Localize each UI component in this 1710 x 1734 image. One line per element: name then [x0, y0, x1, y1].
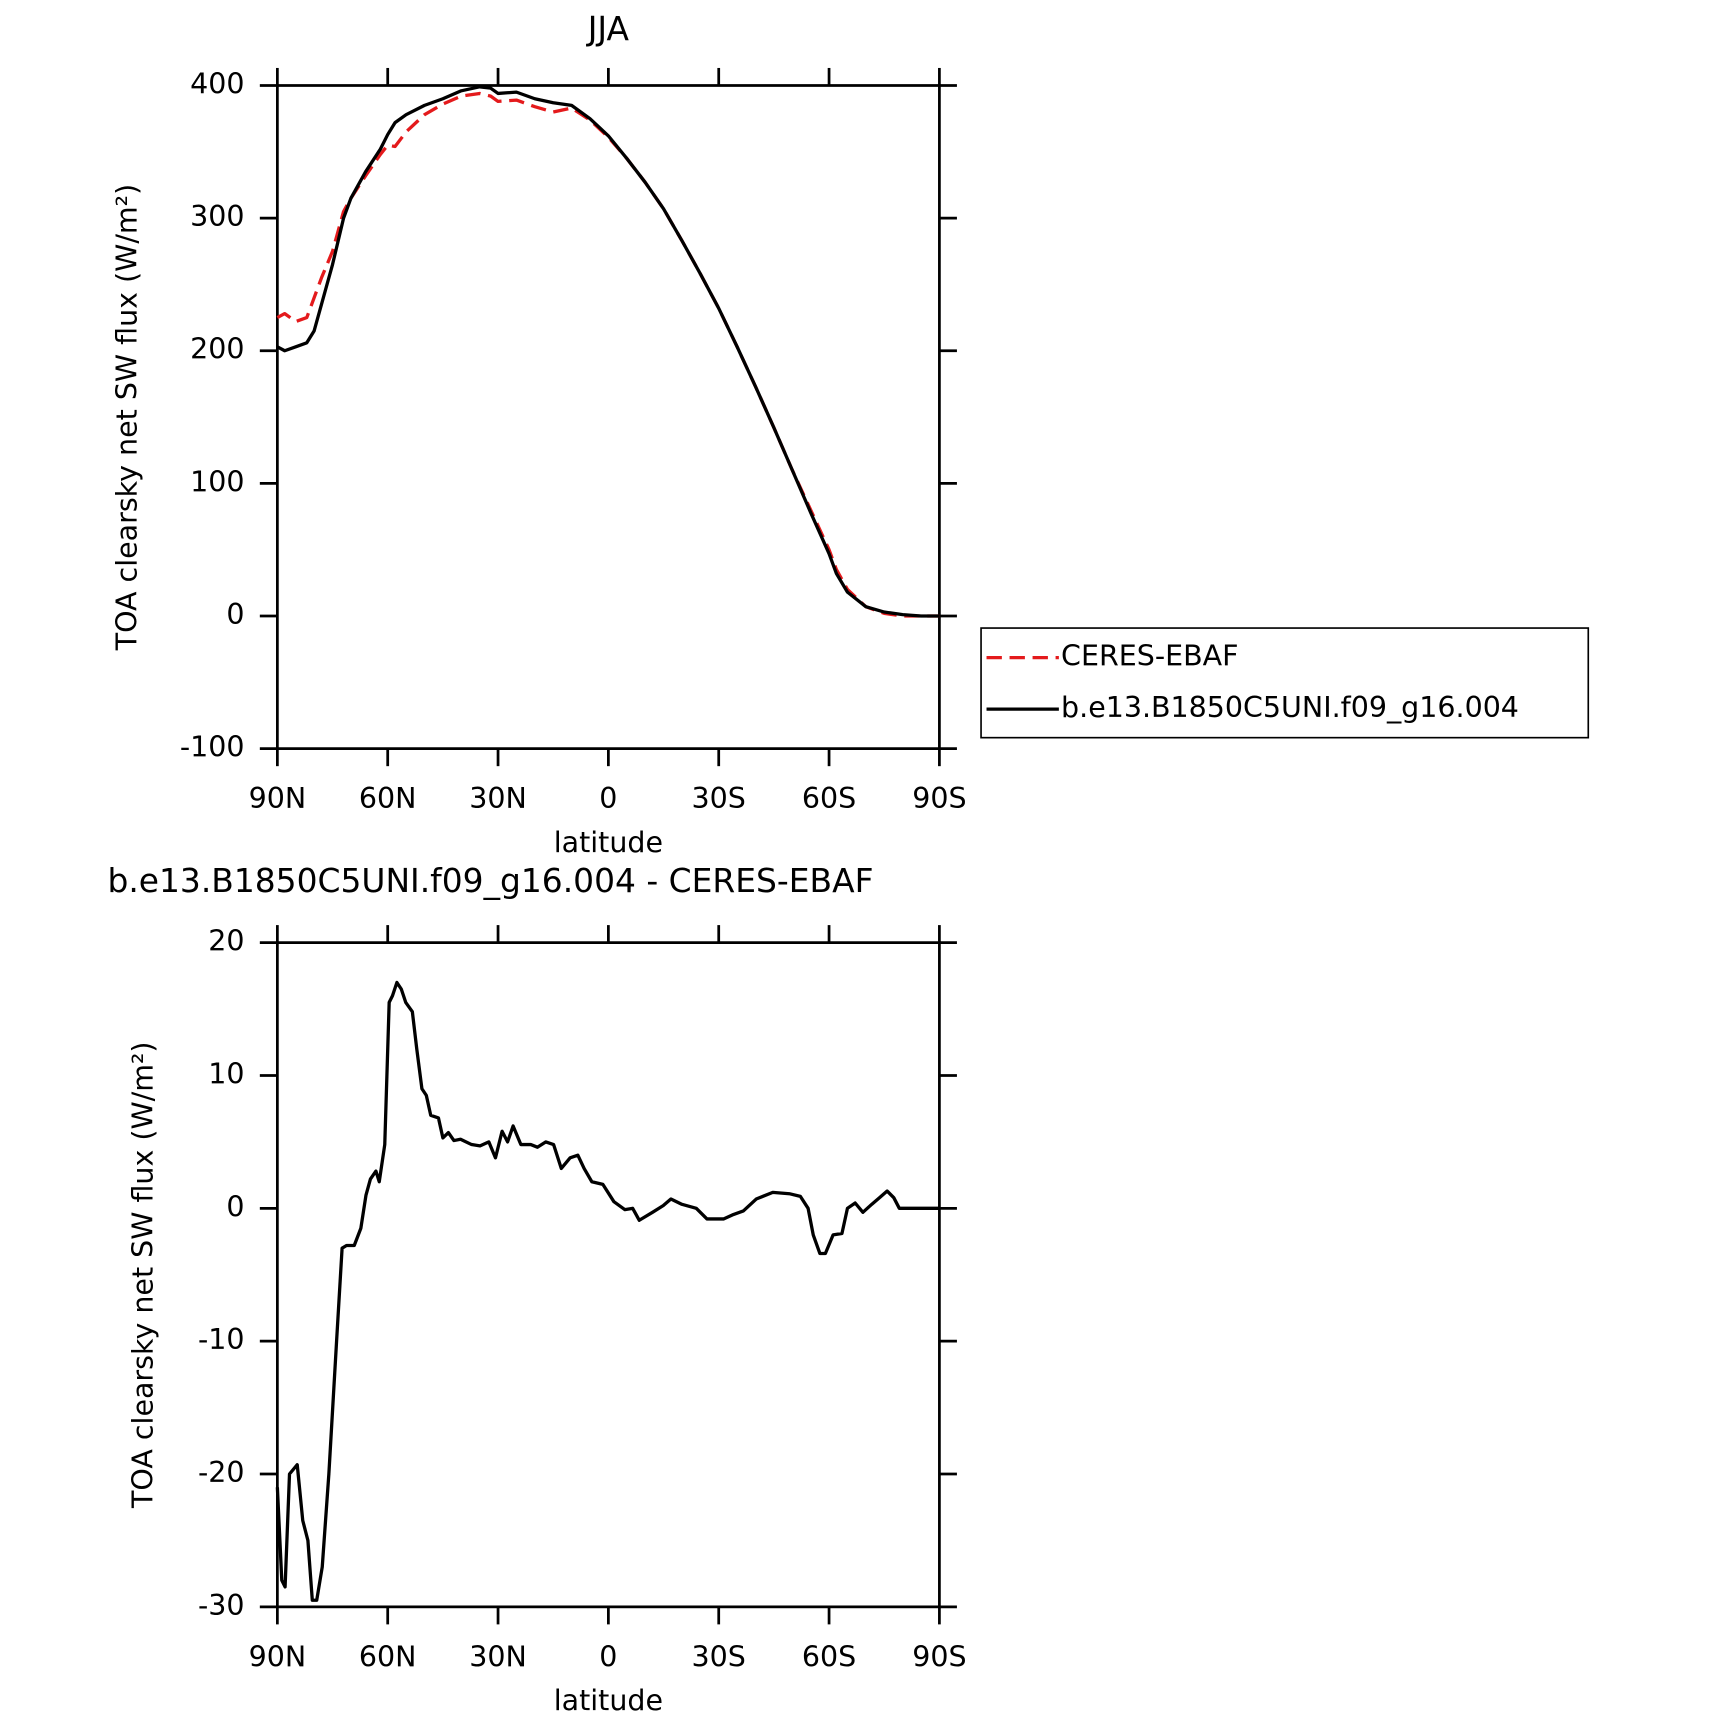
plot-frame: [275, 84, 941, 750]
x-tick-label: 60S: [802, 1640, 856, 1673]
panel-title: b.e13.B1850C5UNI.f09_g16.004 - CERES-EBA…: [107, 861, 873, 900]
x-tick-label: 30S: [692, 1640, 746, 1673]
y-axis-label: TOA clearsky net SW flux (W/m²): [127, 1041, 160, 1509]
y-tick-label: 300: [190, 200, 244, 233]
x-tick-label: 90S: [912, 1640, 966, 1673]
y-tick-label: -100: [180, 731, 245, 764]
plot-frame: [275, 941, 941, 1609]
y-tick-label: 20: [208, 925, 244, 958]
y-axis-label: TOA clearsky net SW flux (W/m²): [110, 184, 143, 652]
x-tick-label: 60N: [359, 1640, 417, 1673]
x-tick-label: 30S: [692, 782, 746, 815]
x-tick-label: 90S: [912, 782, 966, 815]
y-tick-label: 100: [190, 465, 244, 498]
x-tick-label: 60S: [802, 782, 856, 815]
y-tick-label: 200: [190, 333, 244, 366]
panel-title: JJA: [586, 9, 630, 48]
x-tick-label: 0: [599, 782, 617, 815]
x-axis-label: latitude: [554, 826, 663, 859]
x-tick-label: 90N: [249, 782, 307, 815]
y-tick-label: 0: [226, 1190, 244, 1223]
data-line: [276, 91, 940, 618]
legend-box: [980, 627, 1590, 739]
y-tick-label: 400: [190, 67, 244, 100]
x-tick-label: 30N: [469, 782, 527, 815]
x-tick-label: 30N: [469, 1640, 527, 1673]
x-tick-label: 60N: [359, 782, 417, 815]
y-tick-label: -20: [198, 1456, 245, 1489]
legend-label: CERES-EBAF: [1061, 640, 1238, 673]
y-tick-label: 10: [208, 1057, 244, 1090]
x-axis-label: latitude: [554, 1684, 663, 1717]
y-tick-label: 0: [226, 598, 244, 631]
x-tick-label: 0: [599, 1640, 617, 1673]
y-tick-label: -10: [198, 1323, 245, 1356]
y-tick-label: -30: [198, 1589, 245, 1622]
data-line: [276, 85, 940, 618]
x-tick-label: 90N: [249, 1640, 307, 1673]
data-line: [275, 980, 940, 1602]
legend-label: b.e13.B1850C5UNI.f09_g16.004: [1061, 691, 1519, 724]
